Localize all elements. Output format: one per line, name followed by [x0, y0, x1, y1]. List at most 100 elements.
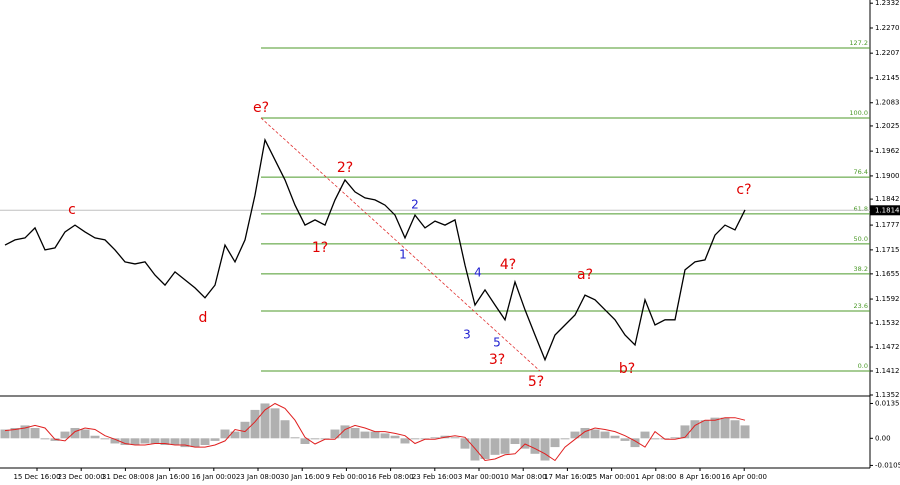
time-label: 25 Mar 00:00 [588, 473, 635, 481]
histogram-bar [160, 438, 170, 446]
wave-label: 5 [493, 336, 501, 350]
histogram-bar [370, 431, 380, 439]
trendline [260, 117, 541, 372]
y-tick-label: 1.1532 [875, 319, 900, 327]
histogram-bar [600, 431, 610, 439]
wave-label: a? [577, 267, 593, 283]
histogram-bar [490, 438, 500, 455]
wave-label: b? [619, 361, 635, 377]
histogram-bar [230, 431, 240, 439]
time-label: 16 Apr 00:00 [721, 473, 767, 481]
y-tick-label: 1.1777 [875, 221, 900, 229]
y-tick-label: 0.0135 [875, 399, 900, 407]
histogram-bar [410, 438, 420, 440]
histogram-bar [100, 438, 110, 440]
histogram-bar [550, 438, 560, 448]
histogram-bar [500, 438, 510, 454]
wave-label: 3? [489, 352, 505, 368]
fib-label: 127.2 [849, 39, 868, 47]
histogram-bar [60, 431, 70, 439]
time-label: 10 Mar 08:00 [500, 473, 547, 481]
histogram-bar [240, 421, 250, 439]
histogram-bar [250, 409, 260, 439]
histogram-bar [470, 438, 480, 461]
wave-label: c? [736, 182, 751, 198]
time-label: 8 Jan 16:00 [150, 473, 190, 481]
y-tick-label: 0.00 [875, 434, 891, 442]
histogram-bar [430, 437, 440, 439]
histogram-bar [260, 403, 270, 439]
histogram-bar [120, 438, 130, 446]
time-label: 1 Apr 08:00 [635, 473, 676, 481]
histogram-bar [650, 438, 660, 440]
histogram-bar [640, 431, 650, 439]
current-price-box [870, 205, 900, 216]
histogram-bar [680, 425, 690, 439]
price-line [4, 137, 746, 362]
y-tick-label: 1.1412 [875, 367, 900, 375]
histogram-bar [40, 438, 50, 440]
histogram-bar [190, 438, 200, 448]
fib-label: 61.8 [854, 205, 868, 213]
histogram-bar [170, 438, 180, 446]
histogram-bar [570, 431, 580, 439]
y-tick-label: 1.1352 [875, 391, 900, 399]
y-tick-label: -0.0105 [875, 461, 900, 469]
wave-label: 2 [411, 198, 419, 212]
histogram-bar [360, 431, 370, 439]
wave-label: 1? [312, 240, 328, 256]
y-tick-label: 1.1592 [875, 295, 900, 303]
histogram-bar [540, 438, 550, 461]
histogram-bar [150, 438, 160, 444]
histogram-bar [110, 438, 120, 444]
wave-label: 5? [528, 374, 544, 390]
time-label: 23 Jan 08:00 [236, 473, 280, 481]
histogram-bar [630, 438, 640, 448]
time-label: 8 Apr 16:00 [679, 473, 720, 481]
y-tick-label: 1.2270 [875, 24, 900, 32]
histogram-bar [610, 435, 620, 439]
histogram-bar [280, 420, 290, 439]
wave-label: d [199, 310, 208, 326]
time-label: 23 Dec 00:00 [58, 473, 105, 481]
time-label: 16 Feb 08:00 [368, 473, 414, 481]
histogram-bar [350, 427, 360, 439]
wave-label: 3 [463, 328, 471, 342]
histogram-bar [690, 420, 700, 439]
y-tick-label: 1.2083 [875, 99, 900, 107]
fib-label: 38.2 [854, 265, 868, 273]
fib-label: 23.6 [854, 302, 868, 310]
histogram-bar [730, 420, 740, 439]
histogram-bar [130, 438, 140, 446]
histogram-bar [530, 438, 540, 454]
y-tick-label: 1.2332 [875, 0, 900, 7]
histogram-bar [400, 438, 410, 444]
time-label: 15 Dec 16:00 [13, 473, 60, 481]
histogram-bar [740, 425, 750, 439]
wave-label: c [68, 202, 76, 218]
histogram-bar [10, 427, 20, 439]
histogram-bar [710, 417, 720, 439]
histogram-bar [580, 427, 590, 439]
histogram-bar [720, 417, 730, 439]
histogram-bar [270, 408, 280, 439]
time-label: 23 Feb 16:00 [412, 473, 458, 481]
histogram-bar [220, 429, 230, 439]
wave-label: 1 [399, 248, 407, 262]
signal-line [4, 402, 746, 462]
histogram-bar [700, 420, 710, 439]
wave-label: 2? [337, 160, 353, 176]
time-label: 9 Feb 00:00 [326, 473, 367, 481]
current-price-label: 1.1814 [875, 206, 900, 214]
y-tick-label: 1.2145 [875, 74, 900, 82]
histogram-bar [590, 429, 600, 439]
histogram-bar [0, 429, 10, 439]
fib-label: 0.0 [858, 362, 868, 370]
y-tick-label: 1.1842 [875, 195, 900, 203]
histogram-bar [210, 438, 220, 441]
histogram-bar [20, 425, 30, 439]
histogram-bar [670, 437, 680, 439]
fib-label: 100.0 [849, 109, 868, 117]
time-label: 30 Jan 16:00 [280, 473, 324, 481]
